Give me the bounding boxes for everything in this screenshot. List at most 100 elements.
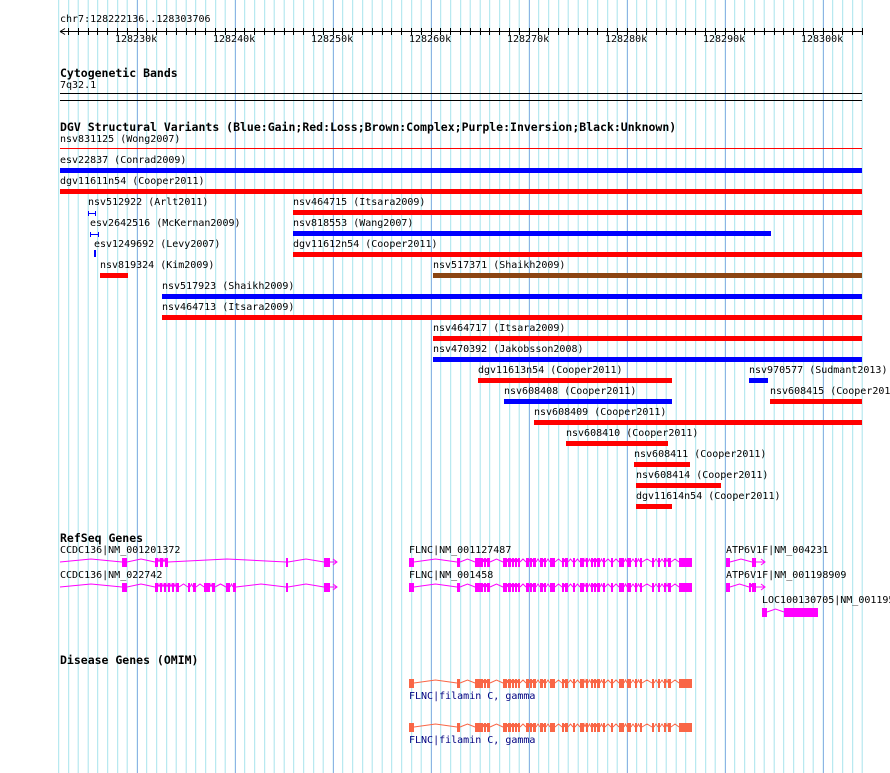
sv-bar-gain[interactable] xyxy=(88,211,96,216)
sv-label[interactable]: dgv11613n54 (Cooper2011) xyxy=(478,365,623,376)
sv-bar-complex[interactable] xyxy=(433,273,862,278)
sv-bar-loss[interactable] xyxy=(162,315,862,320)
omim-gene-label[interactable]: FLNC|filamin C, gamma xyxy=(409,691,536,702)
sv-label[interactable]: nsv512922 (Arlt2011) xyxy=(88,197,209,208)
exon-block xyxy=(668,679,671,688)
sv-label[interactable]: esv22837 (Conrad2009) xyxy=(60,155,187,166)
exon-block xyxy=(487,558,490,567)
exon-block xyxy=(544,558,546,567)
exon-block xyxy=(586,583,588,592)
sv-bar-loss[interactable] xyxy=(100,273,128,278)
cytoband-label[interactable]: 7q32.1 xyxy=(60,80,97,91)
sv-bar-loss[interactable] xyxy=(60,189,862,194)
exon-block xyxy=(679,723,692,732)
sv-label[interactable]: nsv464713 (Itsara2009) xyxy=(162,302,295,313)
sv-label[interactable]: nsv517371 (Shaikh2009) xyxy=(433,260,566,271)
sv-label[interactable]: nsv608414 (Cooper2011) xyxy=(636,470,769,481)
sv-label[interactable]: nsv608408 (Cooper2011) xyxy=(504,386,637,397)
sv-bar-loss[interactable] xyxy=(634,462,690,467)
sv-bar-loss[interactable] xyxy=(636,483,721,488)
sv-label[interactable]: nsv970577 (Sudmant2013) xyxy=(749,365,888,376)
exon-block xyxy=(484,679,486,688)
exon-block xyxy=(487,583,490,592)
exon-block xyxy=(544,679,546,688)
sv-label[interactable]: dgv11614n54 (Cooper2011) xyxy=(636,491,781,502)
exon-block xyxy=(530,558,532,567)
sv-bar-gain[interactable] xyxy=(504,399,672,404)
sv-bar-gain[interactable] xyxy=(90,232,99,237)
sv-label[interactable]: esv2642516 (McKernan2009) xyxy=(90,218,241,229)
sv-label[interactable]: nsv464717 (Itsara2009) xyxy=(433,323,566,334)
exon-block xyxy=(640,583,642,592)
exon-block xyxy=(664,583,666,592)
exon-block xyxy=(635,723,637,732)
exon-block xyxy=(508,558,511,567)
sv-label[interactable]: nsv819324 (Kim2009) xyxy=(100,260,215,271)
sv-bar-loss[interactable] xyxy=(770,399,862,404)
sv-label[interactable]: nsv608415 (Cooper2011) xyxy=(770,386,890,397)
sv-bar-gain[interactable] xyxy=(433,357,862,362)
sv-bar-loss[interactable] xyxy=(293,252,862,257)
sv-bar-gain[interactable] xyxy=(749,378,768,383)
exon-block xyxy=(562,679,564,688)
ruler-tick-label: 128230k xyxy=(115,34,158,45)
omim-gene-label[interactable]: FLNC|filamin C, gamma xyxy=(409,735,536,746)
exon-block xyxy=(324,558,330,567)
gene-label[interactable]: ATP6V1F|NM_001198909 xyxy=(726,570,847,581)
sv-bar-gain[interactable] xyxy=(162,294,862,299)
sv-bar-loss[interactable] xyxy=(534,420,862,425)
ruler[interactable] xyxy=(0,0,890,60)
exon-block xyxy=(749,583,751,592)
exon-block xyxy=(597,558,600,567)
gene-label[interactable]: CCDC136|NM_022742 xyxy=(60,570,163,581)
exon-block xyxy=(226,583,230,592)
sv-label[interactable]: dgv11612n54 (Cooper2011) xyxy=(293,239,438,250)
sv-label[interactable]: nsv831125 (Wong2007) xyxy=(60,134,181,145)
sv-bar-gain[interactable] xyxy=(94,250,96,257)
exon-block xyxy=(457,723,460,732)
sv-label[interactable]: nsv608409 (Cooper2011) xyxy=(534,407,667,418)
exon-block xyxy=(658,583,660,592)
sv-label[interactable]: esv1249692 (Levy2007) xyxy=(94,239,221,250)
track-title-cytogenetic-bands: Cytogenetic Bands xyxy=(60,66,178,80)
gene-label[interactable]: LOC100130705|NM_001195 xyxy=(762,595,890,606)
gene-label[interactable]: CCDC136|NM_001201372 xyxy=(60,545,181,556)
sv-label[interactable]: nsv517923 (Shaikh2009) xyxy=(162,281,295,292)
exon-block xyxy=(544,583,546,592)
exon-block xyxy=(475,558,483,567)
sv-bar-loss[interactable] xyxy=(478,378,672,383)
sv-bar-loss[interactable] xyxy=(636,504,672,509)
sv-bar-gain[interactable] xyxy=(60,168,862,173)
exon-block xyxy=(594,679,596,688)
sv-bar-loss[interactable] xyxy=(433,336,862,341)
exon-block xyxy=(664,558,666,567)
major-gridline xyxy=(627,0,628,773)
sv-bar-loss[interactable] xyxy=(293,210,862,215)
sv-label[interactable]: nsv464715 (Itsara2009) xyxy=(293,197,426,208)
sv-label[interactable]: nsv608410 (Cooper2011) xyxy=(566,428,699,439)
exon-block xyxy=(652,558,654,567)
sv-label[interactable]: dgv11611n54 (Cooper2011) xyxy=(60,176,205,187)
gene-label[interactable]: FLNC|NM_001458 xyxy=(409,570,494,581)
exon-block xyxy=(573,583,575,592)
sv-bar-loss[interactable] xyxy=(566,441,668,446)
gene-label[interactable]: ATP6V1F|NM_004231 xyxy=(726,545,829,556)
sv-bar-gain[interactable] xyxy=(293,231,771,236)
gene-label[interactable]: FLNC|NM_001127487 xyxy=(409,545,512,556)
sv-label[interactable]: nsv470392 (Jakobsson2008) xyxy=(433,344,584,355)
exon-block xyxy=(586,723,588,732)
sv-label[interactable]: nsv818553 (Wang2007) xyxy=(293,218,414,229)
sv-label[interactable]: nsv608411 (Cooper2011) xyxy=(634,449,767,460)
sv-bar-loss[interactable] xyxy=(60,148,862,149)
intron-line xyxy=(59,582,337,588)
strand-arrow-icon xyxy=(332,583,338,591)
